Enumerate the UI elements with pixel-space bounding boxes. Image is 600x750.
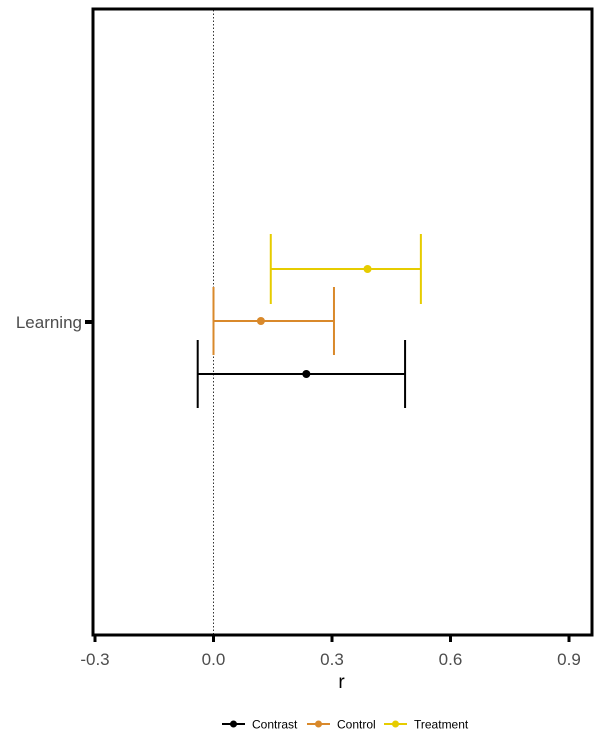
legend: Contrast Control Treatment	[222, 718, 469, 732]
legend-label-treatment: Treatment	[414, 718, 469, 732]
y-tick-label: Learning	[16, 313, 82, 332]
legend-label-contrast: Contrast	[252, 718, 298, 732]
y-axis: Learning	[16, 313, 93, 332]
x-tick-label: 0.0	[202, 650, 226, 669]
x-tick-label: -0.3	[80, 650, 109, 669]
chart-marks	[196, 234, 422, 408]
x-tick-label: 0.3	[320, 650, 344, 669]
control-point	[256, 317, 265, 325]
legend-key-point-treatment	[392, 720, 399, 728]
x-tick-label: 0.6	[439, 650, 463, 669]
legend-label-control: Control	[337, 718, 376, 732]
legend-key-point-contrast	[230, 720, 237, 728]
x-tick-label: 0.9	[557, 650, 581, 669]
x-axis: -0.3 0.0 0.3 0.6 0.9	[80, 635, 581, 669]
legend-key-point-control	[315, 720, 322, 728]
treatment-point	[363, 265, 372, 273]
plot-panel	[91, 7, 594, 637]
contrast-point	[302, 370, 311, 378]
x-axis-title: r	[338, 672, 345, 693]
